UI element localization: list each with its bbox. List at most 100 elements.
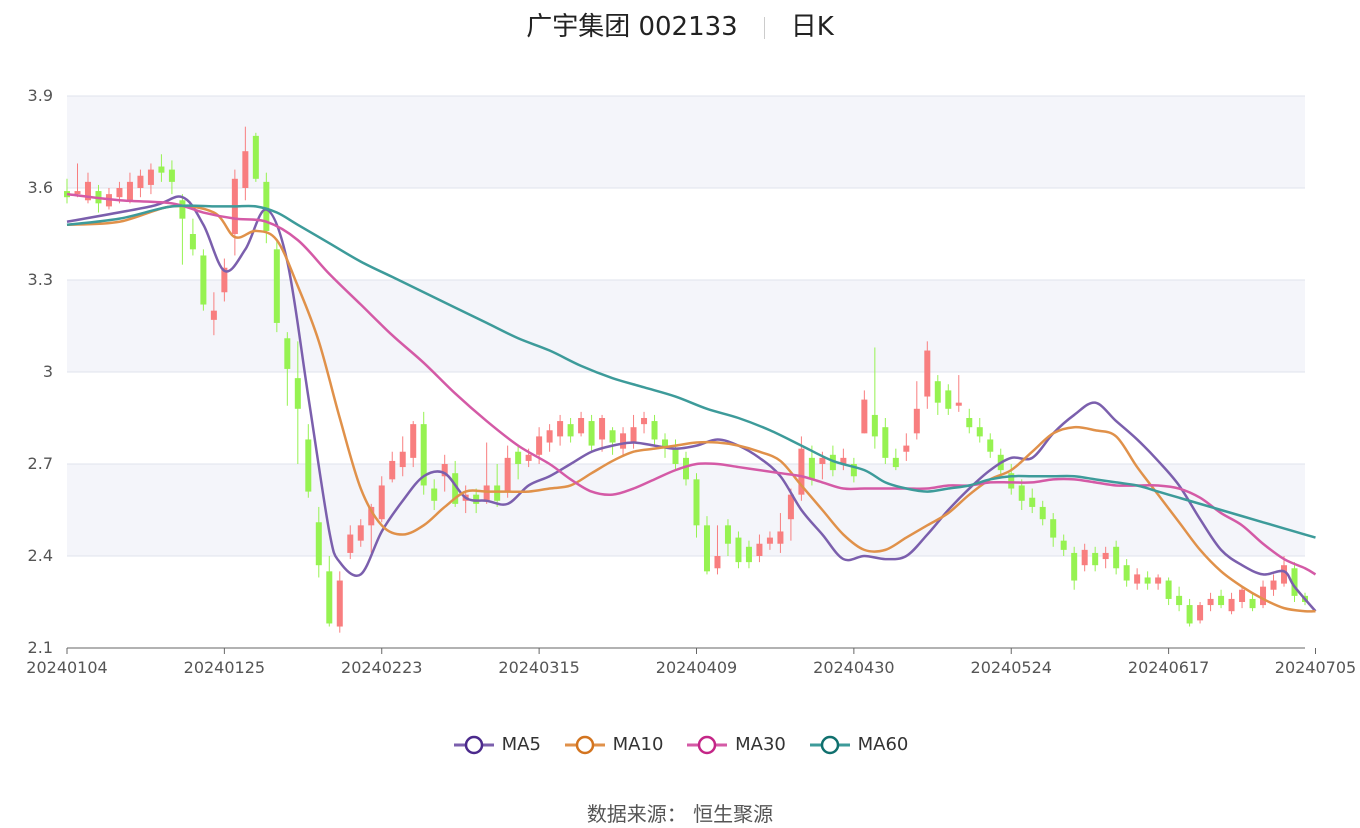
candle-body (1155, 577, 1162, 584)
candle-body (567, 424, 574, 437)
legend-ma60-icon (809, 735, 850, 755)
grid-band (67, 96, 1305, 188)
x-tick-label: 20240125 (184, 658, 265, 677)
candle-body (955, 402, 962, 406)
candle-body (1165, 580, 1172, 599)
legend-item-ma30[interactable]: MA30 (685, 734, 786, 755)
y-tick-label: 2.1 (28, 638, 53, 657)
candle-body (242, 151, 249, 188)
candle-body (1291, 568, 1298, 596)
candle-body (1081, 549, 1088, 566)
candle-body (525, 454, 532, 461)
candle-body (252, 135, 259, 179)
data-source: 数据来源： 恒生聚源 (0, 798, 1360, 827)
y-tick-label: 3 (43, 362, 53, 381)
candle-body (410, 424, 417, 458)
candle-body (1218, 595, 1225, 606)
candle-body (987, 439, 994, 452)
candle-body (116, 188, 123, 198)
candle-body (1060, 540, 1067, 550)
x-tick-label: 20240705 (1275, 658, 1356, 677)
candle-body (1186, 605, 1193, 624)
candle-body (210, 310, 217, 320)
y-tick-label: 2.7 (28, 454, 53, 473)
legend-label-ma30: MA30 (735, 734, 786, 755)
x-tick-label: 20240104 (26, 658, 107, 677)
candle-body (536, 436, 543, 455)
ma-line-ma30 (66, 192, 1317, 576)
candle-body (934, 381, 941, 403)
candle-body (620, 433, 627, 449)
candle-body (1270, 580, 1277, 590)
candle-body (1050, 519, 1057, 538)
candle-body (347, 534, 354, 553)
candle-body (1134, 574, 1141, 584)
candle-body (315, 522, 322, 566)
candle-body (1228, 598, 1235, 612)
grid-band (67, 280, 1305, 372)
candle-body (368, 506, 375, 526)
candle-body (1144, 577, 1151, 584)
candle-body (745, 546, 752, 563)
x-tick-label: 20240223 (341, 658, 422, 677)
candle-body (662, 439, 669, 449)
candle-body (924, 350, 931, 397)
candle-body (126, 181, 133, 201)
candle-body (1029, 497, 1036, 507)
candle-body (137, 175, 144, 188)
candle-body (452, 473, 459, 504)
x-tick-label: 20240409 (656, 658, 737, 677)
legend-label-ma60: MA60 (857, 734, 909, 755)
candle-body (179, 200, 186, 219)
source-label: 数据来源： (586, 802, 687, 826)
candle-body (1260, 586, 1267, 606)
candle-body (168, 169, 175, 182)
stock-name-code: 广宇集团 002133 (526, 12, 738, 42)
candle-body (892, 457, 899, 468)
candle-body (557, 421, 564, 437)
candle-body (683, 457, 689, 480)
candle-body (798, 448, 805, 495)
legend-ma30-icon (687, 735, 728, 755)
candle-body (1102, 552, 1109, 560)
candle-body (693, 479, 700, 526)
candle-body (871, 414, 878, 437)
candle-body (515, 451, 522, 464)
candle-body (913, 408, 920, 434)
candle-body (703, 525, 710, 572)
legend-item-ma10[interactable]: MA10 (563, 734, 663, 755)
period-label: 日K (790, 12, 834, 42)
candle-body (735, 537, 742, 563)
candle-body (777, 531, 784, 544)
candle-body (1123, 565, 1130, 581)
candle-body (263, 181, 270, 231)
candle-body (578, 418, 585, 434)
legend-item-ma60[interactable]: MA60 (808, 734, 909, 755)
legend-item-ma5[interactable]: MA5 (452, 734, 541, 755)
y-tick-label: 3.3 (28, 270, 53, 289)
candle-body (756, 543, 763, 556)
candle-body (903, 445, 910, 452)
candle-body (599, 418, 606, 440)
candle-body (158, 166, 165, 173)
candle-body (630, 427, 637, 443)
candle-body (945, 390, 952, 409)
candle-body (431, 488, 438, 501)
legend-ma10-icon (564, 735, 605, 755)
candle-body (829, 454, 836, 471)
candle-body (1239, 589, 1246, 602)
candle-body (389, 460, 396, 480)
candle-body (1113, 546, 1120, 569)
candle-body (74, 191, 81, 195)
candle-body (221, 267, 228, 293)
candle-body (1197, 605, 1204, 621)
candle-body (672, 448, 679, 464)
candle-body (189, 234, 196, 250)
candle-body (882, 427, 889, 458)
candle-body (284, 338, 291, 369)
source-value: 恒生聚源 (693, 802, 774, 826)
y-tick-label: 3.9 (28, 86, 53, 105)
candle-body (483, 485, 490, 501)
chart-title: 广宇集团 002133 日K (0, 6, 1360, 43)
